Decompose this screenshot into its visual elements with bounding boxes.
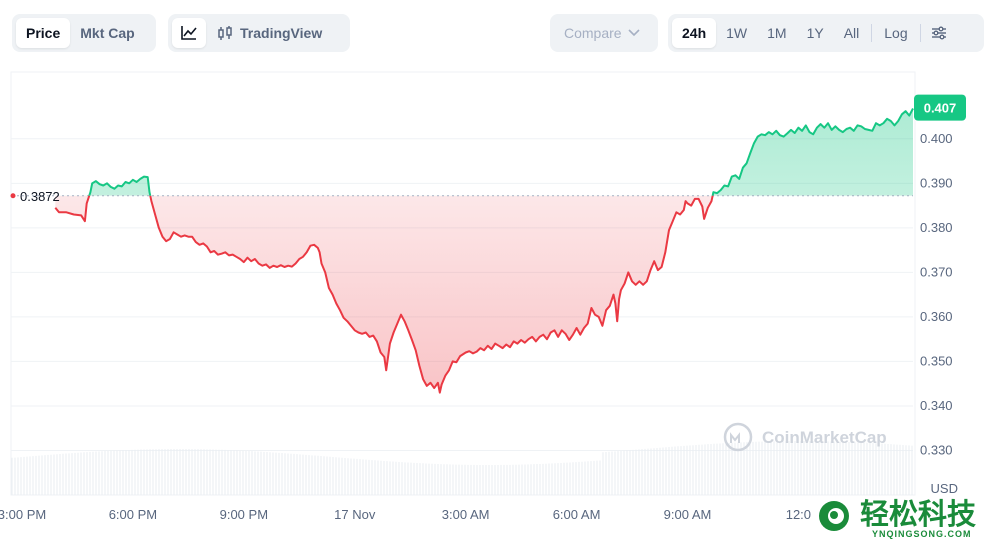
compare-dropdown[interactable]: Compare <box>550 14 658 52</box>
volume-bars <box>11 441 913 495</box>
candlestick-icon <box>218 26 232 40</box>
range-1w[interactable]: 1W <box>726 25 748 41</box>
x-tick-label: 6:00 AM <box>553 507 601 522</box>
x-axis: 3:00 PM 6:00 PM 9:00 PM 17 Nov 3:00 AM 6:00 A… <box>0 507 811 522</box>
price-area-above-baseline <box>89 108 913 196</box>
y-axis: 0.400 0.390 0.380 0.370 0.360 0.350 0.340 0.330 <box>920 131 953 458</box>
price-area-below-baseline <box>55 195 913 393</box>
sliders-icon <box>931 26 946 40</box>
unit-label: USD <box>931 481 958 496</box>
price-tab[interactable]: Price <box>16 18 71 48</box>
logo-graphic: 轻松科技 YNQINGSONG.COM <box>814 496 976 539</box>
toolbar-divider <box>871 24 873 42</box>
y-tick-label: 0.400 <box>920 131 953 146</box>
toolbar-divider <box>919 24 921 42</box>
current-price-label: 0.407 <box>924 101 957 116</box>
line-chart-button[interactable] <box>172 18 206 48</box>
tradingview-label: TradingView <box>240 25 323 41</box>
current-price-badge <box>914 94 966 121</box>
logo-subtext: YNQINGSONG.COM <box>872 529 972 539</box>
compare-label: Compare <box>564 25 622 41</box>
x-tick-label: 12:0 <box>786 507 811 522</box>
range-1y[interactable]: 1Y <box>806 25 824 41</box>
compare-button[interactable]: Compare <box>554 18 650 48</box>
x-tick-label: 17 Nov <box>334 507 376 522</box>
y-tick-label: 0.350 <box>920 353 953 368</box>
chevron-down-icon <box>628 29 640 37</box>
price-line-down <box>54 195 714 394</box>
y-tick-label: 0.340 <box>920 398 953 413</box>
y-tick-label: 0.390 <box>920 175 953 190</box>
price-line-up <box>88 108 914 196</box>
y-tick-label: 0.360 <box>920 309 953 324</box>
baseline-label: 0.3872 <box>20 189 60 204</box>
x-tick-label: 3:00 PM <box>0 507 46 522</box>
settings-button[interactable] <box>923 18 955 48</box>
plot-frame <box>10 71 916 496</box>
range-selector: 24h 1W 1M 1Y All Log <box>668 14 984 52</box>
log-scale-button[interactable]: Log <box>884 25 908 41</box>
mkt-cap-tab[interactable]: Mkt Cap <box>80 25 135 41</box>
y-tick-label: 0.370 <box>920 264 953 279</box>
y-tick-label: 0.380 <box>920 220 953 235</box>
logo-text: 轻松科技 <box>860 497 976 531</box>
x-tick-label: 9:00 AM <box>664 507 712 522</box>
chart-type-toggle: Price Mkt Cap <box>12 14 156 52</box>
range-all[interactable]: All <box>843 25 860 41</box>
range-24h[interactable]: 24h <box>672 18 717 48</box>
chart-style-toggle: TradingView <box>168 14 350 52</box>
site-logo: 轻松科技 YNQINGSONG.COM <box>812 492 1000 539</box>
tradingview-button[interactable]: TradingView <box>206 18 332 48</box>
price-chart[interactable]: CoinMarketCap 0.3872 0.400 0.390 0.380 0.37… <box>0 60 1000 539</box>
range-1m[interactable]: 1M <box>767 25 787 41</box>
y-tick-label: 0.330 <box>920 442 953 457</box>
current-price-tag: 0.407 <box>914 94 966 121</box>
x-tick-label: 9:00 PM <box>220 507 268 522</box>
watermark-text: CoinMarketCap <box>762 428 887 447</box>
coinmarketcap-logo-icon <box>723 422 753 452</box>
baseline-marker <box>10 193 16 199</box>
x-tick-label: 6:00 PM <box>109 507 157 522</box>
line-chart-icon <box>181 26 197 40</box>
x-tick-label: 3:00 AM <box>442 507 490 522</box>
